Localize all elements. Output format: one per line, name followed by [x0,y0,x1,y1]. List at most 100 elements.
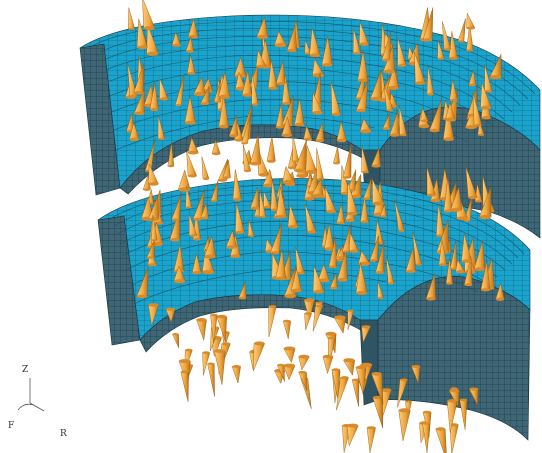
vector-cone-base [178,187,191,192]
vector-cone-base [358,261,371,266]
vector-cone-base [342,250,349,253]
vector-cone-base [343,176,351,179]
vector-cone-base [333,162,340,165]
vector-cone [283,365,296,381]
vector-cone [398,410,411,441]
vector-cone-base [304,52,311,55]
vector-cone [422,423,431,453]
vector-cone-base [258,173,269,177]
coordinate-triad-icon: Z F R [8,365,67,439]
vector-cone-base [307,230,317,234]
vector-cone-base [188,35,199,39]
vector-cone-base [328,336,336,340]
vector-cone-base [337,256,345,259]
vector-cone-base [298,370,307,374]
vector-cone-base [288,166,297,170]
vector-cone-base [444,48,451,51]
vector-cone-base [187,150,199,155]
vector-cone-base [148,263,157,267]
vector-cone-base [275,125,284,129]
vector-cone-base [313,289,325,294]
vector-cone-base [200,216,209,220]
vector-cone-base [315,304,324,308]
vector-cone-base [415,81,426,85]
vector-cone-base [204,254,216,259]
vector-cone [466,12,476,29]
vector-cone-base [450,267,457,270]
vector-cone-base [218,94,230,99]
vector-cone-base [143,26,155,31]
vector-cone-base [353,51,361,55]
vector-cone [366,427,376,453]
vector-cone-base [466,26,475,30]
lower-slab-front-block [377,276,531,441]
vector-cone-base [399,378,408,382]
vector-cone [128,7,136,29]
vector-cone-base [340,376,349,379]
vector-cone-base [315,301,323,304]
vector-cone-base [468,83,476,87]
vector-cone-base [481,116,491,120]
vector-cone [231,366,241,384]
vector-cone-base [175,103,182,107]
vector-cone [351,379,360,407]
vector-cone [207,363,215,397]
vector-cone-base [214,349,226,353]
vector-cone-base [347,211,358,216]
vector-cone [201,156,210,180]
vector-cone-base [216,314,227,319]
vector-cone [298,356,310,371]
vector-cone-base [312,73,324,78]
vector-cone-base [283,363,295,368]
vector-cone-base [477,133,485,136]
vector-cone-base [479,214,492,220]
vector-cone-base [241,142,248,145]
vector-cone-base [370,96,382,101]
vector-cone-base [259,215,267,218]
vector-cone-base [129,137,140,141]
vector-cone-base [387,86,399,90]
vector-cone-base [397,64,407,67]
vector-cone-base [475,200,482,203]
vector-cone-base [430,198,441,203]
vector-cone-base [297,271,305,275]
vector-cone-base [202,351,210,354]
vector-cone-base [449,98,458,102]
vector-cone-base [321,63,333,67]
vector-cone [142,0,156,29]
upper-slab[interactable] [79,14,541,239]
vector-cone-base [242,93,252,97]
vector-cone-base [232,365,241,368]
vector-cone-base [450,207,462,212]
vector-cone-base [277,363,285,367]
vector-cone-base [287,225,299,229]
vector-cone-base [214,100,221,103]
vector-cone-base [383,69,395,74]
vector-cone-base [172,43,181,47]
vector-cone [196,319,207,341]
vector-cone-base [484,90,493,93]
vector-cone-base [221,342,231,346]
vector-cone-base [134,111,145,116]
vector-cone-base [480,105,492,110]
vector-cone [305,145,318,173]
vector-cone-base [192,271,202,275]
vector-cone-base [352,378,359,381]
vector-cone-base [363,197,371,200]
vector-cone-base [178,359,191,364]
vector-cone-base [235,86,246,91]
vector-cone-base [230,254,241,258]
vector-cone-base [337,278,348,282]
vector-cone-base [495,297,505,301]
vector-cone-base [153,221,164,225]
vector-cone-base [207,362,215,365]
vector-cone [343,360,355,376]
vector-cone-base [244,169,251,173]
vector-cone-base [361,325,371,329]
vector-cone-base [356,108,366,113]
vector-cone-base [330,286,338,290]
vector-cone-base [180,370,189,374]
vector-cone-base [218,178,227,182]
vector-cone-base [148,182,159,186]
